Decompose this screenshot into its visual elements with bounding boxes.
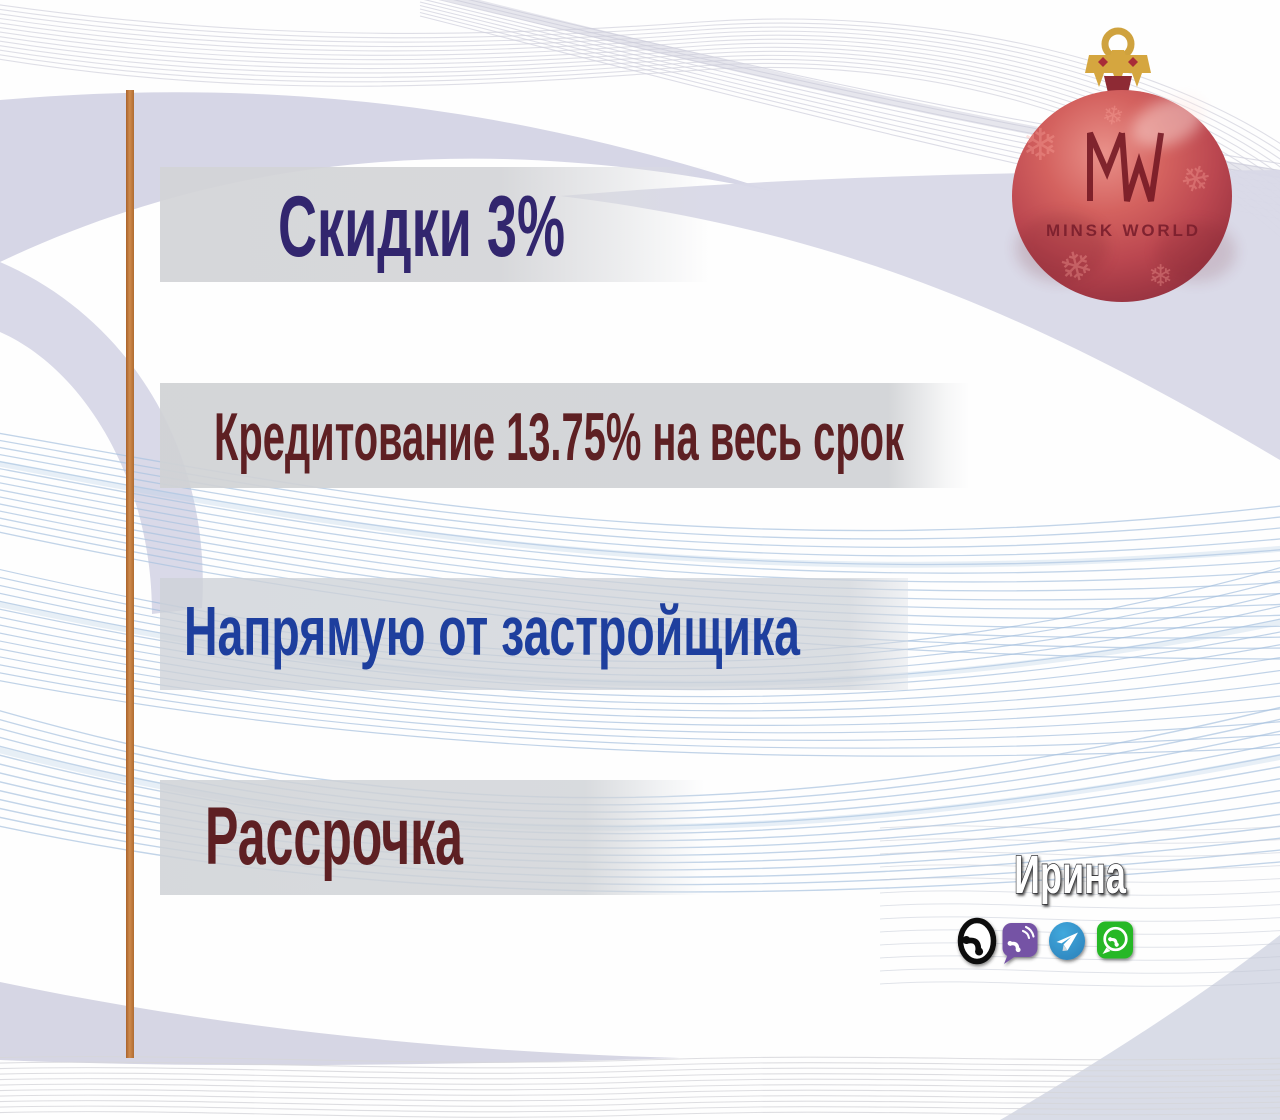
swoosh-bottom-right <box>1000 935 1280 1120</box>
swoosh-top-left <box>0 92 775 262</box>
offer-text-direct: Напрямую от застройщика <box>184 592 801 670</box>
offer-text-discount: Скидки 3% <box>278 179 565 275</box>
telegram-icon[interactable] <box>1049 922 1085 960</box>
ball-highlight <box>1131 97 1205 147</box>
cap-gem <box>1098 57 1108 67</box>
offer-bar-discount: Скидки 3% <box>160 167 710 282</box>
phone-icon[interactable] <box>957 917 997 965</box>
viber-icon[interactable] <box>1002 923 1038 964</box>
mw-monogram-icon <box>1087 131 1164 202</box>
svg-text:❄: ❄ <box>1148 259 1173 294</box>
offer-bar-installment: Рассрочка <box>160 780 705 895</box>
ornament-neck <box>1104 76 1132 93</box>
cap-pendant <box>1094 73 1104 87</box>
offer-bar-credit: Кредитование 13.75% на весь срок <box>160 383 970 488</box>
contact-block: Ирина <box>957 844 1133 965</box>
offer-text-credit: Кредитование 13.75% на весь срок <box>214 399 905 475</box>
ball-shade <box>1156 222 1236 282</box>
cap-pendant <box>1132 73 1142 87</box>
cap-gem <box>1128 57 1138 67</box>
swoosh-bottom-left <box>0 982 680 1066</box>
vertical-accent-line <box>126 90 134 1058</box>
christmas-ornament: ❄ ❄ ❄ ❄ ❄ MINSK WORLD <box>1012 27 1236 302</box>
svg-text:❄: ❄ <box>1100 100 1127 133</box>
svg-text:❄: ❄ <box>1022 120 1059 171</box>
ball-shade <box>1016 214 1108 282</box>
whatsapp-icon[interactable] <box>1097 921 1133 959</box>
contact-name: Ирина <box>1014 845 1127 905</box>
offer-text-installment: Рассрочка <box>205 791 464 882</box>
ornament-cap-band <box>1085 55 1151 73</box>
offer-bar-direct: Напрямую от застройщика <box>160 578 908 690</box>
